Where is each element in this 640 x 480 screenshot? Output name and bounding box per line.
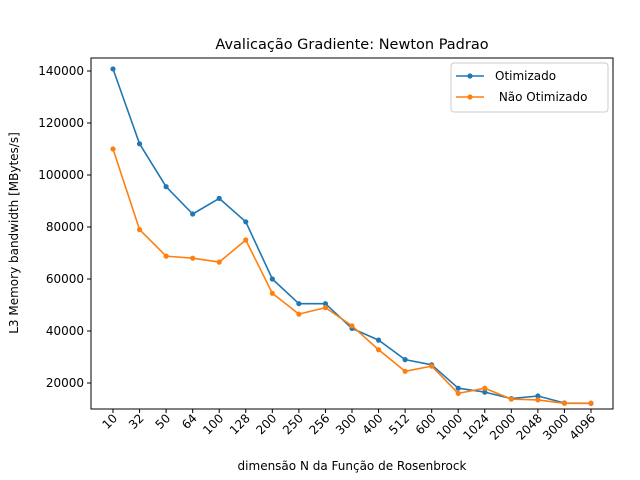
data-point xyxy=(561,400,568,406)
legend: Otimizado Não Otimizado xyxy=(450,62,609,113)
data-point xyxy=(163,253,169,259)
x-tick-label: 250 xyxy=(280,411,306,437)
x-tick-label: 200 xyxy=(253,411,279,437)
data-point xyxy=(190,255,196,261)
data-point xyxy=(402,357,408,363)
data-point xyxy=(482,389,488,395)
data-point xyxy=(216,259,222,265)
data-point xyxy=(588,400,594,406)
x-tick-label: 10 xyxy=(99,411,120,432)
data-point xyxy=(535,393,541,399)
x-axis: 10 32 50 64 100 128 200 250 256 300 400 512 60010001… xyxy=(99,409,598,443)
x-tick-label: 400 xyxy=(360,411,386,437)
data-point xyxy=(322,301,329,307)
x-tick-label: 300 xyxy=(333,411,359,437)
data-point xyxy=(243,237,249,243)
data-point xyxy=(243,219,249,225)
series-group xyxy=(110,66,594,406)
y-tick-label: 40000 xyxy=(46,324,84,338)
data-point xyxy=(136,141,143,147)
y-tick-label: 100000 xyxy=(38,168,84,182)
x-tick-label: 100 xyxy=(200,411,226,437)
x-tick-label: 50 xyxy=(153,411,174,432)
data-point xyxy=(429,363,435,369)
y-axis: 20000 40000 60000 80000 100000 120000 140000 xyxy=(38,64,91,390)
x-tick-label: 32 xyxy=(126,411,147,432)
data-point xyxy=(349,323,355,329)
data-point xyxy=(455,390,461,396)
data-point xyxy=(110,146,116,152)
data-point xyxy=(269,290,275,296)
legend-frame xyxy=(450,62,609,113)
legend-label: Não Otimizado xyxy=(495,90,587,104)
x-tick-label: 128 xyxy=(227,411,253,437)
y-axis-label: L3 Memory bandwidth [MBytes/s] xyxy=(7,132,21,334)
legend-swatch-marker xyxy=(467,94,473,100)
data-point xyxy=(269,276,275,282)
x-tick-label: 2000 xyxy=(487,411,518,442)
y-tick-label: 20000 xyxy=(46,376,84,390)
series-group xyxy=(110,146,594,406)
series-layer xyxy=(110,66,594,406)
x-tick-label: 2048 xyxy=(514,411,545,442)
x-tick-label: 4096 xyxy=(567,411,598,442)
legend-swatch-marker xyxy=(467,73,473,79)
data-point xyxy=(163,184,169,190)
data-point xyxy=(375,347,382,353)
x-tick-label: 3000 xyxy=(540,411,571,442)
x-tick-label: 1000 xyxy=(434,411,465,442)
x-tick-label: 64 xyxy=(179,411,200,432)
series-line xyxy=(112,148,591,405)
data-point xyxy=(190,211,196,217)
data-point xyxy=(296,301,302,307)
data-point xyxy=(216,195,222,201)
data-point xyxy=(402,368,408,374)
y-tick-label: 140000 xyxy=(38,64,84,78)
data-point xyxy=(296,311,302,317)
data-point xyxy=(535,397,541,403)
data-point xyxy=(110,66,116,72)
data-point xyxy=(508,396,514,402)
x-tick-label: 256 xyxy=(306,411,332,437)
chart-title: Avalicação Gradiente: Newton Padrao xyxy=(215,37,488,53)
data-point xyxy=(375,337,382,343)
y-tick-label: 60000 xyxy=(46,272,84,286)
data-point xyxy=(455,385,461,391)
x-axis-label: dimensão N da Função de Rosenbrock xyxy=(238,459,467,473)
x-tick-label: 512 xyxy=(386,411,412,437)
x-tick-label: 1024 xyxy=(460,411,491,442)
legend-label: Otimizado xyxy=(495,69,556,83)
data-point xyxy=(136,227,143,233)
y-tick-label: 80000 xyxy=(46,220,84,234)
y-tick-label: 120000 xyxy=(38,116,84,130)
series-line xyxy=(112,68,592,405)
data-point xyxy=(322,305,329,311)
data-point xyxy=(482,385,488,391)
